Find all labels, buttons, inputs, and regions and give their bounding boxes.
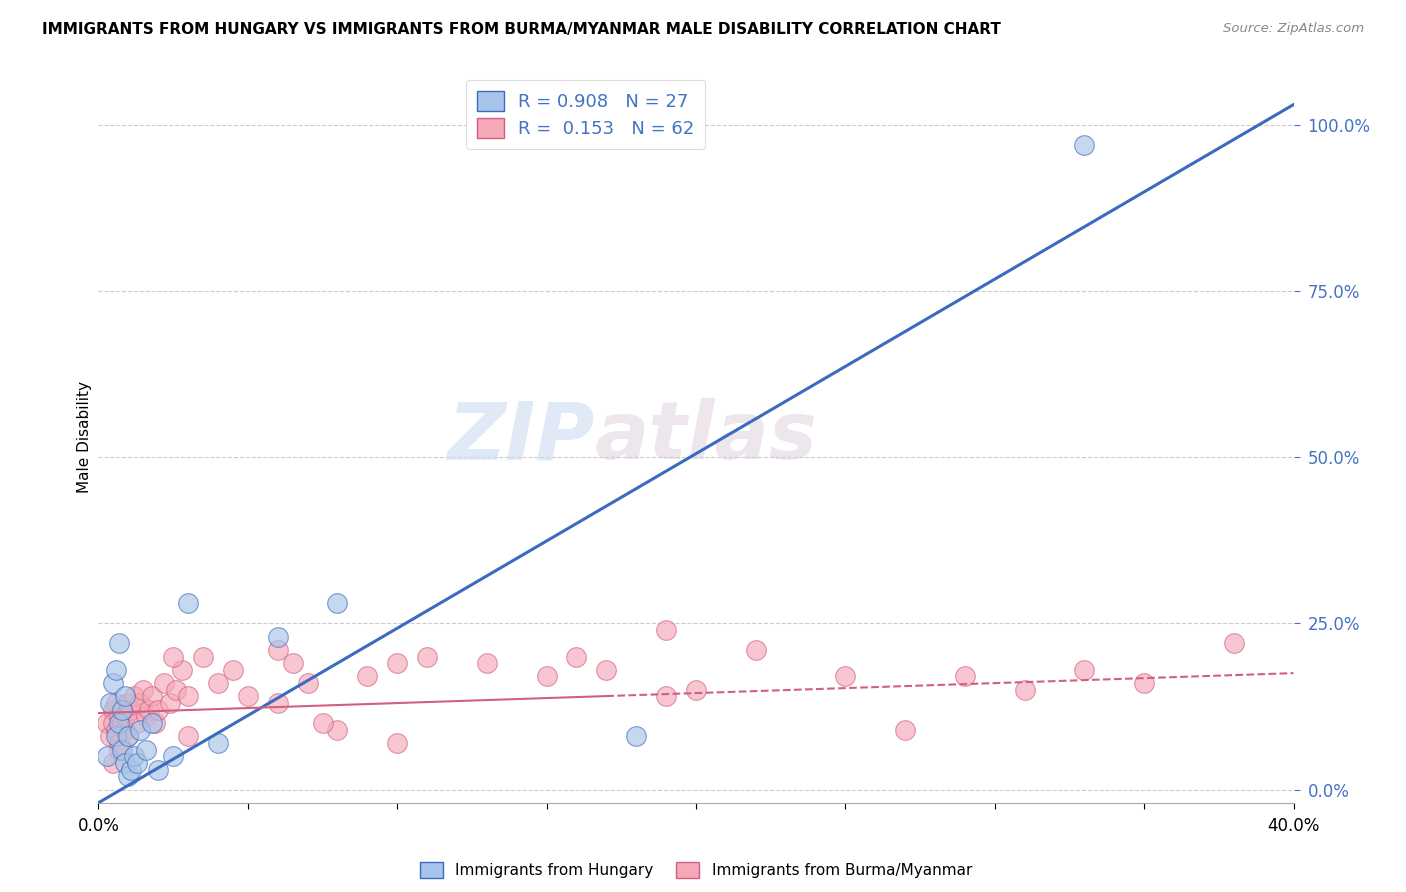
Point	[117, 769, 139, 783]
Point	[177, 596, 200, 610]
Point	[103, 716, 125, 731]
Point	[159, 696, 181, 710]
Point	[165, 682, 187, 697]
Point	[141, 690, 163, 704]
Point	[326, 596, 349, 610]
Point	[117, 696, 139, 710]
Point	[96, 749, 118, 764]
Point	[1133, 676, 1156, 690]
Point	[108, 636, 131, 650]
Point	[148, 763, 170, 777]
Point	[475, 656, 498, 670]
Point	[105, 663, 128, 677]
Point	[108, 736, 131, 750]
Point	[103, 756, 125, 770]
Point	[236, 690, 259, 704]
Point	[96, 716, 118, 731]
Point	[536, 669, 558, 683]
Point	[953, 669, 976, 683]
Point	[311, 716, 333, 731]
Text: IMMIGRANTS FROM HUNGARY VS IMMIGRANTS FROM BURMA/MYANMAR MALE DISABILITY CORRELA: IMMIGRANTS FROM HUNGARY VS IMMIGRANTS FR…	[42, 22, 1001, 37]
Point	[385, 736, 409, 750]
Point	[191, 649, 214, 664]
Point	[141, 716, 163, 731]
Point	[108, 709, 131, 723]
Point	[1223, 636, 1246, 650]
Point	[297, 676, 319, 690]
Point	[120, 703, 142, 717]
Point	[135, 742, 157, 756]
Point	[267, 643, 290, 657]
Point	[162, 649, 184, 664]
Point	[103, 676, 125, 690]
Point	[98, 696, 122, 710]
Point	[655, 690, 678, 704]
Point	[135, 709, 157, 723]
Point	[111, 716, 134, 731]
Point	[745, 643, 768, 657]
Point	[114, 723, 136, 737]
Point	[1073, 137, 1095, 152]
Point	[105, 696, 128, 710]
Point	[222, 663, 245, 677]
Point	[148, 703, 170, 717]
Point	[834, 669, 856, 683]
Point	[267, 630, 290, 644]
Point	[114, 756, 136, 770]
Point	[129, 696, 152, 710]
Text: ZIP: ZIP	[447, 398, 595, 476]
Point	[685, 682, 707, 697]
Point	[595, 663, 617, 677]
Text: Source: ZipAtlas.com: Source: ZipAtlas.com	[1223, 22, 1364, 36]
Point	[127, 716, 149, 731]
Point	[281, 656, 304, 670]
Text: atlas: atlas	[595, 398, 817, 476]
Point	[111, 703, 134, 717]
Point	[177, 729, 200, 743]
Point	[356, 669, 378, 683]
Point	[124, 690, 146, 704]
Point	[105, 729, 128, 743]
Point	[129, 723, 152, 737]
Point	[114, 690, 136, 704]
Point	[655, 623, 678, 637]
Point	[111, 742, 134, 756]
Point	[127, 756, 149, 770]
Point	[1014, 682, 1036, 697]
Point	[117, 729, 139, 743]
Point	[385, 656, 409, 670]
Point	[172, 663, 194, 677]
Point	[626, 729, 648, 743]
Point	[326, 723, 349, 737]
Point	[114, 709, 136, 723]
Point	[565, 649, 588, 664]
Point	[98, 729, 122, 743]
Point	[207, 676, 229, 690]
Point	[207, 736, 229, 750]
Y-axis label: Male Disability: Male Disability	[77, 381, 91, 493]
Point	[108, 742, 131, 756]
Point	[120, 763, 142, 777]
Point	[153, 676, 176, 690]
Point	[162, 749, 184, 764]
Point	[105, 723, 128, 737]
Point	[124, 749, 146, 764]
Point	[177, 690, 200, 704]
Point	[108, 716, 131, 731]
Point	[132, 682, 155, 697]
Point	[117, 729, 139, 743]
Point	[111, 703, 134, 717]
Point	[1073, 663, 1095, 677]
Point	[416, 649, 439, 664]
Point	[894, 723, 917, 737]
Point	[143, 716, 166, 731]
Point	[103, 703, 125, 717]
Point	[267, 696, 290, 710]
Point	[138, 703, 160, 717]
Legend: Immigrants from Hungary, Immigrants from Burma/Myanmar: Immigrants from Hungary, Immigrants from…	[412, 855, 980, 886]
